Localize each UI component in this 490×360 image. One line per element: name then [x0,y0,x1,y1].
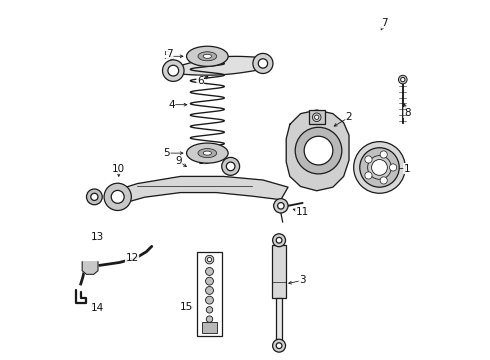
Circle shape [365,156,372,163]
Text: 15: 15 [180,302,194,312]
Circle shape [304,136,333,165]
Text: 14: 14 [91,303,104,314]
Circle shape [221,157,240,175]
Circle shape [401,77,405,82]
Text: 2: 2 [345,112,352,122]
Text: 7: 7 [382,18,388,28]
Circle shape [272,339,286,352]
Circle shape [206,307,213,313]
Ellipse shape [203,151,212,155]
Text: 1: 1 [404,163,411,174]
Ellipse shape [187,46,228,66]
Text: 12: 12 [125,253,139,263]
Circle shape [253,53,273,73]
Circle shape [380,177,387,184]
Ellipse shape [198,149,217,158]
Circle shape [205,287,214,294]
Circle shape [272,234,286,247]
Circle shape [205,255,214,264]
Circle shape [371,159,388,175]
Polygon shape [109,176,288,203]
Circle shape [313,113,321,122]
Ellipse shape [198,52,217,61]
Circle shape [205,267,214,275]
Circle shape [205,277,214,285]
Text: 5: 5 [164,148,170,158]
Circle shape [91,193,98,201]
Bar [202,321,217,333]
Circle shape [360,148,399,187]
Ellipse shape [203,54,212,58]
Circle shape [168,65,179,76]
Ellipse shape [187,143,228,163]
Circle shape [368,156,392,179]
Circle shape [380,151,387,158]
Circle shape [354,141,405,193]
Polygon shape [173,57,263,75]
Bar [196,252,222,336]
Bar [309,110,325,125]
Circle shape [163,60,184,81]
Circle shape [390,164,397,171]
Text: 7: 7 [167,49,173,59]
Circle shape [206,316,213,322]
Polygon shape [82,262,98,274]
Text: 13: 13 [91,232,104,242]
Polygon shape [286,110,349,191]
Circle shape [87,189,102,205]
Circle shape [315,115,319,120]
Circle shape [278,203,284,209]
Text: 10: 10 [112,163,125,174]
Text: 6: 6 [197,76,203,86]
Circle shape [111,190,124,203]
Circle shape [205,296,214,304]
Text: 10: 10 [198,156,211,166]
Circle shape [295,127,342,174]
Circle shape [274,199,288,213]
Circle shape [365,172,372,179]
Text: 3: 3 [299,275,306,285]
Text: 5: 5 [164,51,170,61]
Circle shape [258,59,268,68]
Circle shape [276,237,282,243]
Circle shape [226,162,235,171]
Circle shape [104,183,131,211]
Text: 11: 11 [296,207,309,217]
Text: 8: 8 [404,108,411,118]
Circle shape [398,75,407,84]
Bar [276,298,282,341]
Text: 4: 4 [168,100,175,110]
Text: 9: 9 [175,156,182,166]
Circle shape [207,257,212,262]
Bar [272,244,286,298]
Circle shape [276,343,282,348]
